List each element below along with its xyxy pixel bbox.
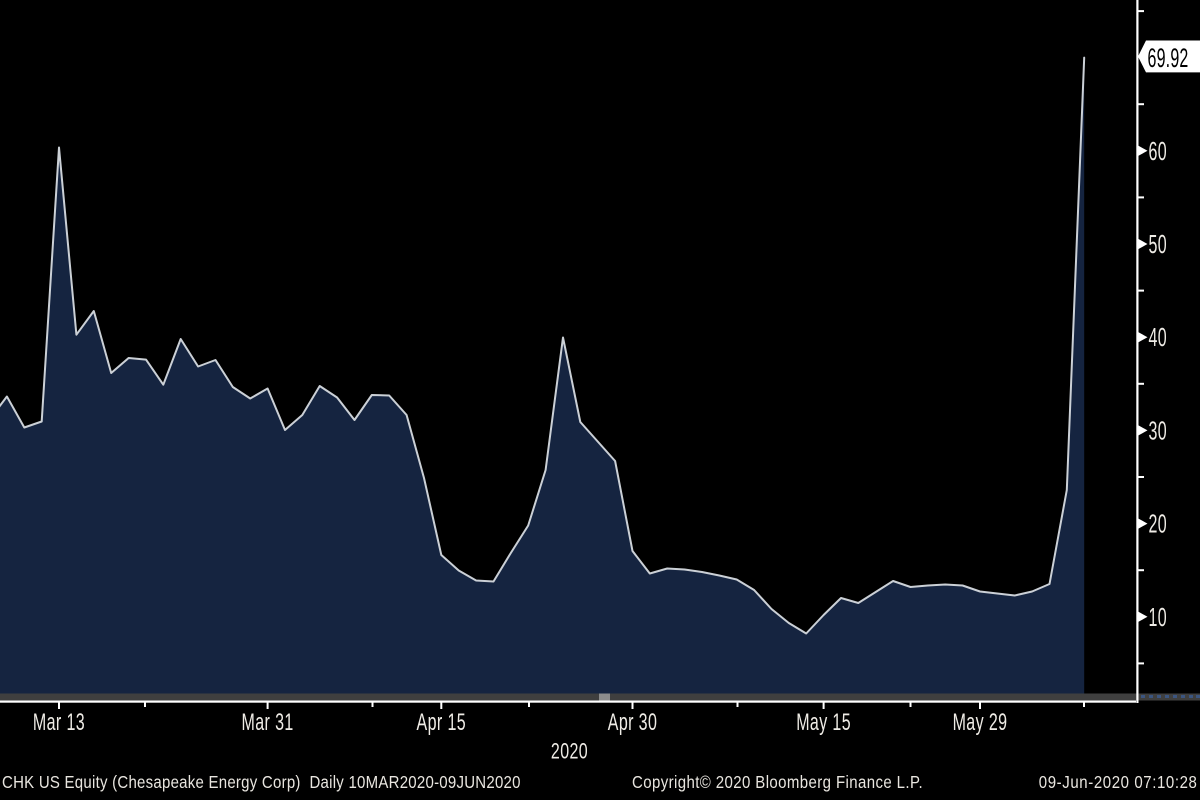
svg-text:2020: 2020: [551, 739, 588, 764]
svg-text:Apr 30: Apr 30: [608, 710, 657, 736]
svg-text:Mar 13: Mar 13: [33, 710, 85, 736]
svg-text:10: 10: [1149, 603, 1168, 632]
svg-text:40: 40: [1149, 323, 1168, 352]
svg-text:50: 50: [1149, 230, 1168, 259]
svg-text:09-Jun-2020 07:10:28: 09-Jun-2020 07:10:28: [1039, 773, 1198, 792]
svg-text:Mar 31: Mar 31: [242, 710, 294, 736]
svg-text:Copyright© 2020 Bloomberg Fina: Copyright© 2020 Bloomberg Finance L.P.: [632, 773, 923, 792]
svg-text:May 15: May 15: [796, 710, 851, 736]
svg-text:60: 60: [1149, 137, 1168, 166]
svg-text:CHK US Equity (Chesapeake Ener: CHK US Equity (Chesapeake Energy Corp) D…: [2, 773, 521, 792]
svg-text:30: 30: [1149, 417, 1168, 446]
svg-text:69.92: 69.92: [1148, 43, 1189, 73]
svg-text:Apr 15: Apr 15: [417, 710, 466, 736]
svg-text:20: 20: [1149, 510, 1168, 539]
svg-text:May 29: May 29: [953, 710, 1008, 736]
